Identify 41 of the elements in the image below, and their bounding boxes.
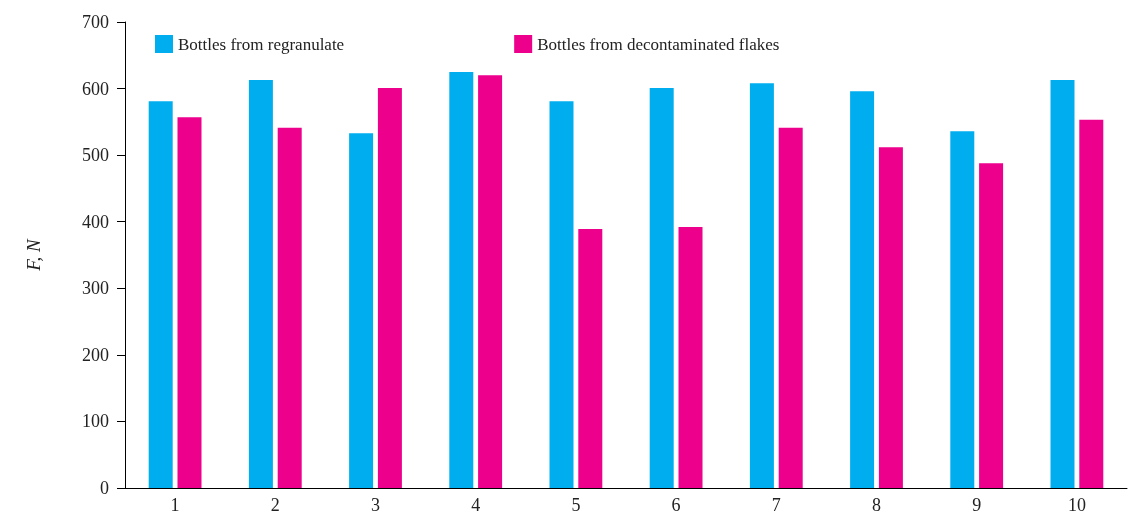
- bar: [578, 229, 603, 488]
- y-tick-label: 300: [82, 278, 109, 299]
- bar: [778, 127, 803, 488]
- y-tick-label: 700: [82, 12, 109, 32]
- bar: [649, 87, 674, 488]
- x-tick-label: 10: [1067, 495, 1086, 515]
- y-tick-label: 400: [82, 211, 109, 232]
- x-tick-label: 6: [671, 495, 681, 515]
- bar: [979, 163, 1004, 488]
- bar: [1050, 79, 1075, 488]
- x-tick-label: 4: [471, 495, 481, 515]
- y-tick-label: 600: [82, 78, 109, 99]
- y-axis-title: F, N: [23, 238, 44, 272]
- bar: [248, 79, 273, 488]
- y-tick-label: 0: [100, 478, 109, 498]
- legend-label: Bottles from decontaminated flakes: [537, 34, 780, 54]
- y-tick-label: 100: [82, 411, 109, 432]
- x-tick-label: 5: [571, 495, 581, 515]
- x-tick-label: 2: [270, 495, 280, 515]
- bar: [549, 101, 574, 488]
- bar: [277, 127, 302, 488]
- bar: [1079, 119, 1104, 488]
- x-tick-label: 1: [170, 495, 180, 515]
- bar: [148, 101, 173, 488]
- bar: [850, 91, 875, 488]
- bar: [177, 117, 202, 488]
- bar: [678, 227, 703, 488]
- y-tick-label: 200: [82, 344, 109, 365]
- x-tick-label: 9: [972, 495, 982, 515]
- x-tick-label: 8: [872, 495, 881, 515]
- bar: [749, 83, 774, 488]
- legend-label: Bottles from regranulate: [178, 34, 345, 54]
- x-tick-label: 7: [771, 495, 781, 515]
- bar: [950, 131, 975, 488]
- bar: [449, 71, 474, 488]
- bar: [349, 133, 374, 488]
- x-tick-label: 3: [371, 495, 380, 515]
- y-tick-label: 500: [82, 145, 109, 166]
- bar: [377, 87, 402, 488]
- bar: [478, 75, 503, 488]
- bar: [878, 147, 903, 488]
